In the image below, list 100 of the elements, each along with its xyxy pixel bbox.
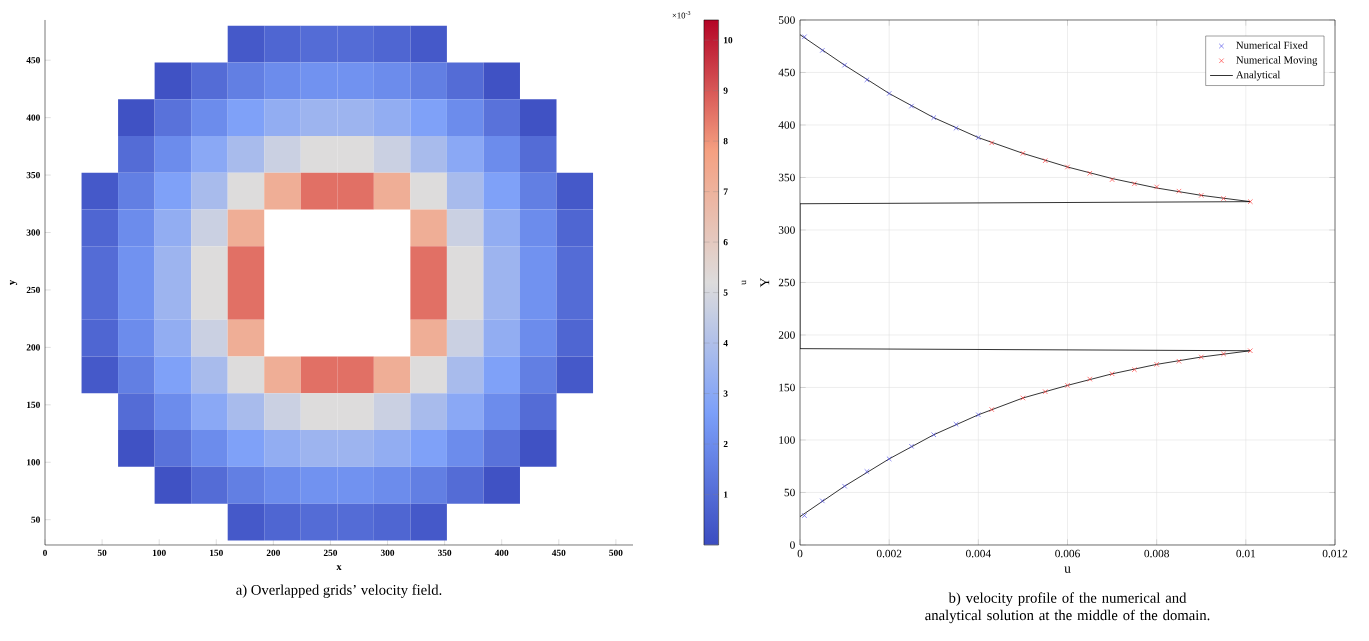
legend-label: Analytical	[1236, 70, 1281, 81]
y-tick-label: 200	[26, 344, 40, 351]
x-tick-label: 500	[609, 549, 623, 556]
y-tick-label: 250	[778, 278, 795, 287]
x-tick-label: 100	[152, 549, 166, 556]
color-bar-label: 7	[723, 188, 728, 195]
point	[1176, 188, 1182, 194]
y-tick-label: 0	[790, 541, 795, 549]
x-tick-label: 0	[43, 549, 47, 556]
point	[841, 483, 848, 489]
point	[1109, 371, 1115, 377]
point	[819, 498, 825, 504]
point	[864, 77, 870, 83]
x-tick-label: 200	[266, 549, 280, 556]
point	[1247, 199, 1253, 205]
x-tick-label: 250	[323, 549, 338, 556]
color-bar-label: 5	[723, 289, 728, 296]
y-tick-label: 100	[779, 436, 795, 444]
point	[1087, 376, 1093, 382]
point	[989, 406, 995, 413]
point	[989, 140, 995, 146]
point	[975, 134, 981, 141]
point	[1131, 181, 1137, 187]
x-axis-title: u	[1064, 566, 1071, 573]
point	[1109, 176, 1115, 183]
color-bar-label: 2	[723, 440, 728, 448]
point	[1220, 351, 1227, 357]
x-axis-title: x	[336, 565, 342, 571]
point	[1247, 348, 1253, 354]
point	[1198, 354, 1204, 360]
point	[801, 34, 808, 40]
y-tick-label: 50	[784, 488, 795, 497]
y-tick-label: 250	[26, 286, 40, 294]
y-tick-label: 500	[778, 16, 795, 24]
x-tick-label: 300	[380, 549, 395, 556]
point	[886, 90, 892, 97]
x-tick-label: 450	[551, 549, 566, 556]
x-tick-label: 350	[437, 549, 452, 556]
color-bar-label: 8	[723, 137, 728, 145]
y-tick-label: 400	[778, 121, 795, 129]
point	[1020, 150, 1026, 156]
y-tick-label: 150	[27, 401, 40, 408]
point	[953, 421, 959, 427]
x-tick-label: 0.006	[1055, 549, 1080, 558]
point	[908, 443, 915, 449]
color-bar-label: 1	[724, 491, 728, 498]
color-bar-label: 3	[723, 390, 728, 397]
point	[1042, 158, 1048, 164]
text: a) Overlapped grids’ velocity field.	[236, 584, 442, 598]
y-tick-label: 300	[26, 229, 40, 236]
y-axis-title: Y	[760, 278, 770, 288]
point	[1220, 195, 1227, 202]
color-bar-label: 10	[724, 37, 733, 44]
y-tick-label: 50	[31, 516, 40, 523]
point	[1131, 367, 1137, 373]
x-tick-label: 0.002	[876, 549, 902, 558]
y-tick-label: 200	[778, 331, 795, 339]
point	[1020, 395, 1026, 401]
point	[886, 456, 892, 462]
y-tick-label: 300	[778, 226, 795, 234]
color-bar-label: 9	[723, 87, 728, 94]
y-tick-label: 150	[779, 383, 795, 392]
point	[841, 62, 848, 68]
y-tick-label: 400	[26, 114, 40, 121]
x-tick-label: 0.004	[966, 549, 991, 558]
point	[953, 125, 959, 131]
x-tick-label: 0	[797, 549, 803, 558]
legend-label: Numerical Moving	[1236, 56, 1318, 66]
x-tick-label: 0.008	[1144, 549, 1169, 558]
legend-label: Numerical Fixed	[1236, 41, 1308, 49]
x-tick-label: 50	[97, 549, 107, 556]
point	[1154, 361, 1160, 367]
point	[1064, 164, 1071, 170]
point	[931, 432, 937, 438]
y-tick-label: 450	[26, 57, 40, 64]
point	[975, 412, 981, 418]
point	[1064, 382, 1071, 388]
x-tick-label: 400	[494, 549, 509, 556]
point	[1087, 170, 1093, 176]
point	[908, 103, 915, 109]
point	[1176, 358, 1182, 364]
color-bar-label: 4	[723, 339, 728, 347]
point	[931, 115, 937, 121]
text: ×10$^{-3}$	[672, 10, 691, 19]
point	[864, 468, 870, 475]
point	[1154, 184, 1160, 190]
point	[819, 47, 825, 54]
point	[1042, 389, 1048, 395]
x-tick-label: 0.01	[1236, 549, 1256, 558]
color-bar-title: u	[741, 280, 747, 285]
point	[801, 512, 808, 519]
x-tick-label: 0.012	[1322, 549, 1348, 558]
y-tick-label: 100	[27, 459, 40, 466]
text: b) velocity profile of the numerical and analytical solution at the middle of the domain.	[925, 592, 1210, 624]
y-tick-label: 350	[778, 173, 795, 182]
x-tick-label: 150	[210, 549, 223, 556]
point	[1198, 192, 1204, 198]
y-axis-title: y	[9, 279, 18, 286]
y-tick-label: 450	[778, 68, 795, 77]
y-tick-label: 350	[26, 171, 40, 179]
